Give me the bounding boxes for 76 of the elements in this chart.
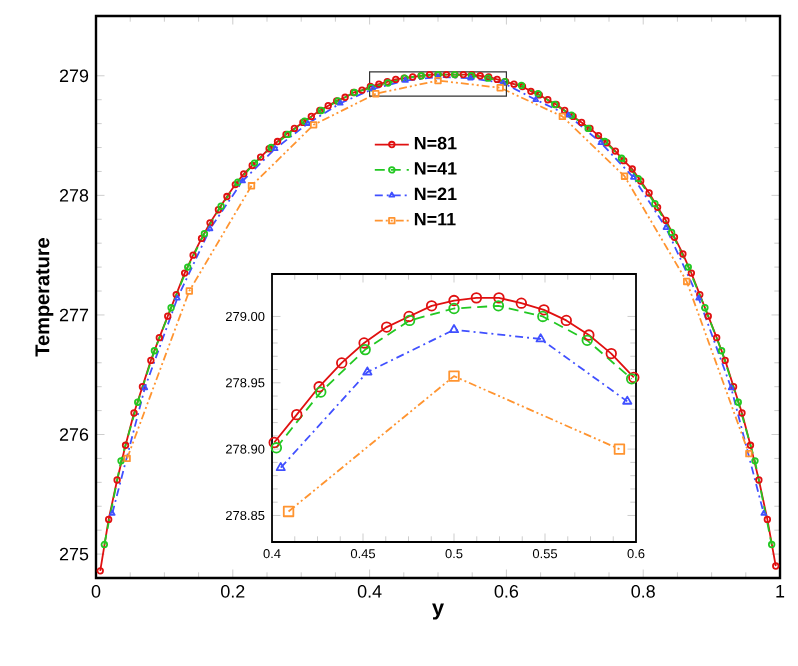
y-tick-label: 279 [59, 69, 89, 83]
point [496, 84, 504, 92]
point [537, 310, 549, 323]
point [448, 370, 460, 382]
point [613, 443, 626, 455]
point [200, 229, 209, 238]
point [206, 225, 214, 232]
y-tick-label: 278 [59, 189, 89, 202]
point [434, 76, 442, 85]
point [683, 277, 691, 286]
point [100, 540, 109, 549]
point [336, 357, 348, 369]
legend-label: N=81 [414, 136, 457, 150]
point [701, 304, 709, 312]
point [291, 408, 303, 421]
point [275, 462, 286, 471]
point [448, 302, 460, 315]
point [538, 304, 550, 316]
point [760, 509, 768, 516]
point [362, 366, 373, 376]
point [622, 395, 633, 405]
y-tick-label: 275 [59, 547, 89, 561]
point [560, 314, 572, 327]
point [581, 334, 593, 347]
point [448, 324, 460, 334]
y-tick-label: 277 [59, 308, 89, 322]
point [558, 112, 567, 121]
point [662, 223, 670, 230]
point [108, 509, 116, 516]
point [667, 228, 676, 237]
point [425, 300, 438, 312]
point [358, 337, 370, 349]
x-tick-label: 0.4 [357, 585, 382, 598]
point [282, 505, 295, 518]
point [751, 457, 759, 465]
point [309, 121, 318, 129]
point [583, 329, 595, 341]
y-tick-label: 276 [59, 428, 89, 441]
point [167, 304, 175, 312]
point [134, 398, 142, 406]
point [734, 398, 742, 406]
point [150, 347, 159, 355]
point [380, 321, 393, 333]
point [448, 294, 460, 307]
point [620, 172, 629, 180]
point [493, 292, 505, 304]
point [532, 96, 540, 102]
point [123, 454, 131, 463]
point [185, 287, 193, 295]
x-tick-label: 0 [91, 585, 101, 598]
x-axis-title: y [432, 603, 444, 620]
point [492, 300, 505, 312]
legend-label: N=41 [414, 162, 457, 175]
point [470, 292, 483, 304]
point [184, 263, 192, 271]
point [767, 540, 776, 549]
point [717, 347, 726, 355]
x-tick-label: 1 [776, 585, 785, 598]
point [359, 343, 371, 356]
point [313, 381, 325, 393]
x-tick-label: 0.6 [494, 585, 519, 598]
point [515, 297, 528, 309]
x-tick-label: 0.8 [631, 585, 655, 598]
point [684, 263, 692, 271]
point [270, 442, 283, 454]
point [247, 182, 256, 190]
y-axis-title: Temperature [35, 238, 54, 357]
point [745, 449, 753, 458]
point [372, 90, 380, 98]
point [535, 333, 546, 343]
x-tick-label: 0.2 [221, 585, 245, 598]
legend-label: N=11 [414, 212, 456, 226]
point [630, 173, 637, 180]
legend-label: N=21 [414, 187, 457, 201]
point [315, 386, 327, 398]
point [605, 347, 617, 360]
